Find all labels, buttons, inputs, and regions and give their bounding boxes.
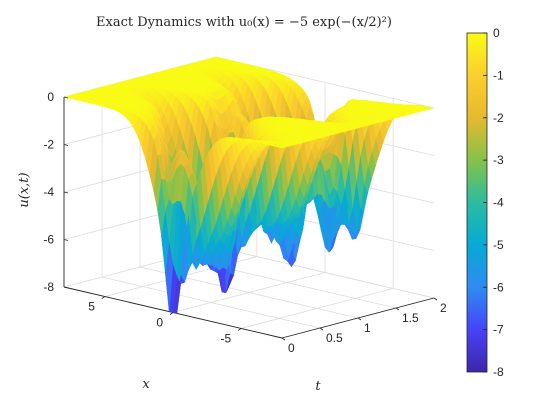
grid-line bbox=[241, 288, 394, 329]
x-tick-mark bbox=[169, 312, 174, 315]
z-tick-label: -8 bbox=[43, 280, 54, 294]
t-tick-label: 2 bbox=[440, 301, 447, 315]
chart-title: Exact Dynamics with u₀(x) = −5 exp(−(x/2… bbox=[96, 15, 392, 30]
colorbar-tick-label: -4 bbox=[493, 196, 504, 210]
t-tick-label: 1.5 bbox=[402, 311, 419, 325]
t-tick-label: 0.5 bbox=[326, 331, 343, 345]
x-tick-label: 0 bbox=[156, 316, 163, 330]
t-tick-label: 0 bbox=[288, 341, 295, 355]
colorbar: 0 -1 -2 -3 -4 -5 -6 -7 -8 bbox=[466, 26, 504, 379]
t-tick-mark bbox=[357, 317, 362, 321]
t-tick-mark bbox=[395, 307, 400, 311]
z-tick-label: -4 bbox=[43, 185, 54, 199]
colorbar-tick-label: -6 bbox=[493, 280, 504, 294]
t-tick-mark bbox=[319, 327, 324, 331]
z-axis-label: u(x,t) bbox=[17, 172, 32, 207]
x-tick-label: 5 bbox=[88, 300, 95, 314]
colorbar-tick-label: -3 bbox=[493, 153, 504, 167]
x-tick-mark bbox=[101, 296, 106, 299]
colorbar-tick-label: -2 bbox=[493, 111, 504, 125]
colorbar-tick-label: -7 bbox=[493, 323, 504, 337]
surface-plot bbox=[63, 56, 435, 314]
x-tick-label: -5 bbox=[220, 331, 231, 345]
z-tick-mark bbox=[63, 96, 69, 99]
z-tick-mark bbox=[63, 286, 69, 289]
z-tick-mark bbox=[63, 191, 69, 194]
grid-line bbox=[172, 272, 326, 313]
t-tick-mark bbox=[433, 297, 438, 301]
z-tick-label: -6 bbox=[43, 233, 54, 247]
colorbar-tick-label: -8 bbox=[493, 365, 504, 379]
colorbar-tick-label: -5 bbox=[493, 238, 504, 252]
x-axis-label: x bbox=[142, 377, 150, 392]
z-tick-mark bbox=[63, 239, 69, 241]
z-tick-label: 0 bbox=[47, 90, 54, 104]
axis-ticks: -8 -6 -4 -2 0 -5 0 5 0 0.5 1 1.5 2 bbox=[43, 90, 447, 355]
t-tick-mark bbox=[281, 337, 286, 341]
z-tick-mark bbox=[63, 144, 69, 146]
colorbar-tick-label: 0 bbox=[493, 26, 500, 40]
z-tick-label: -2 bbox=[43, 138, 54, 152]
colorbar-tick-label: -1 bbox=[493, 68, 504, 82]
x-tick-mark bbox=[237, 328, 242, 331]
t-tick-label: 1 bbox=[364, 321, 371, 335]
t-axis-label: t bbox=[315, 379, 321, 394]
